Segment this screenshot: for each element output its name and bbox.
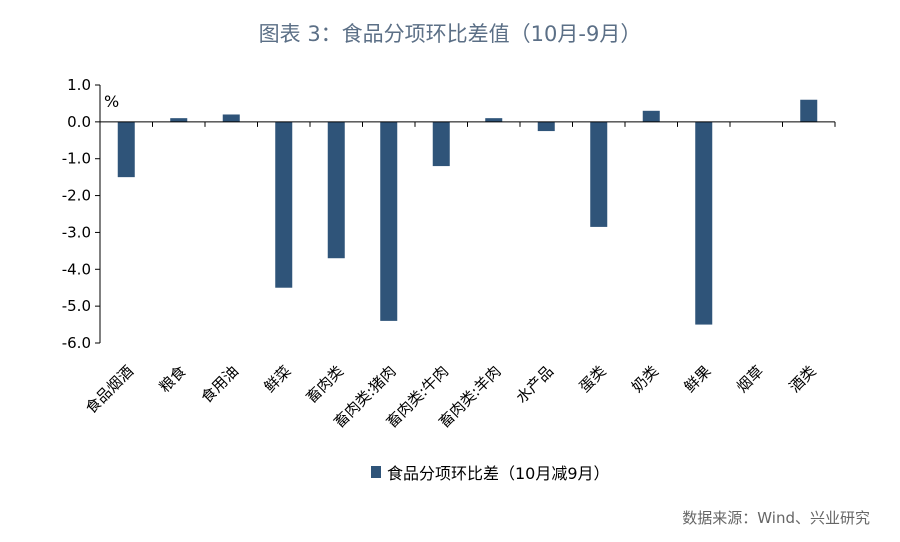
legend-swatch [371,466,381,478]
y-tick-label: -5.0 [62,297,91,315]
y-tick-label: -1.0 [62,150,91,168]
legend-label: 食品分项环比差（10月减9月） [387,464,610,483]
category-label: 鲜菜 [261,362,295,396]
bar [537,121,555,132]
category-label: 酒类 [786,362,820,396]
bar [117,121,135,178]
bar [432,121,450,167]
bar [800,99,818,122]
bar [590,121,608,227]
y-tick-label: -3.0 [62,223,91,241]
category-label: 食用油 [198,362,243,407]
category-label: 奶类 [628,362,662,396]
y-tick-label: -4.0 [62,260,91,278]
bars [117,99,818,325]
bar [170,118,188,122]
bar [327,121,345,259]
y-tick-label: 0.0 [67,113,91,131]
category-label: 鲜果 [681,362,715,396]
bar [695,121,713,325]
category-labels: 食品烟酒 粮食 食用油 鲜菜 畜肉类畜肉类:猪肉畜肉类:牛肉畜肉类:羊肉 水产品 蛋类 奶类鲜… [82,362,820,431]
category-label: 水产品 [513,362,558,407]
legend: 食品分项环比差（10月减9月） [371,460,610,484]
bar [380,121,398,321]
x-axis [99,121,836,127]
category-label: 烟草 [733,362,767,396]
unit-label: % [104,92,119,111]
y-tick-label: -6.0 [62,334,91,352]
category-label: 粮食 [156,362,190,396]
bar [222,114,240,122]
chart-title: 图表 3：食品分项环比差值（10月-9月） [258,22,642,46]
source-note: 数据来源：Wind、兴业研究 [682,509,870,527]
y-axis: 1.0 0.0 -1.0 -2.0 -3.0 -4.0 -5.0 -6.0 [62,76,101,352]
category-label: 食品烟酒 [82,362,137,417]
bar [642,110,660,122]
bar [275,121,293,288]
category-label: 蛋类 [576,362,610,396]
y-tick-label: -2.0 [62,187,91,205]
category-label: 畜肉类 [303,362,348,407]
y-tick-label: 1.0 [67,76,91,94]
bar-chart: 1.0 0.0 -1.0 -2.0 -3.0 -4.0 -5.0 -6.0 食品烟酒 粮食 食用油… [62,76,836,431]
bar [485,118,503,122]
